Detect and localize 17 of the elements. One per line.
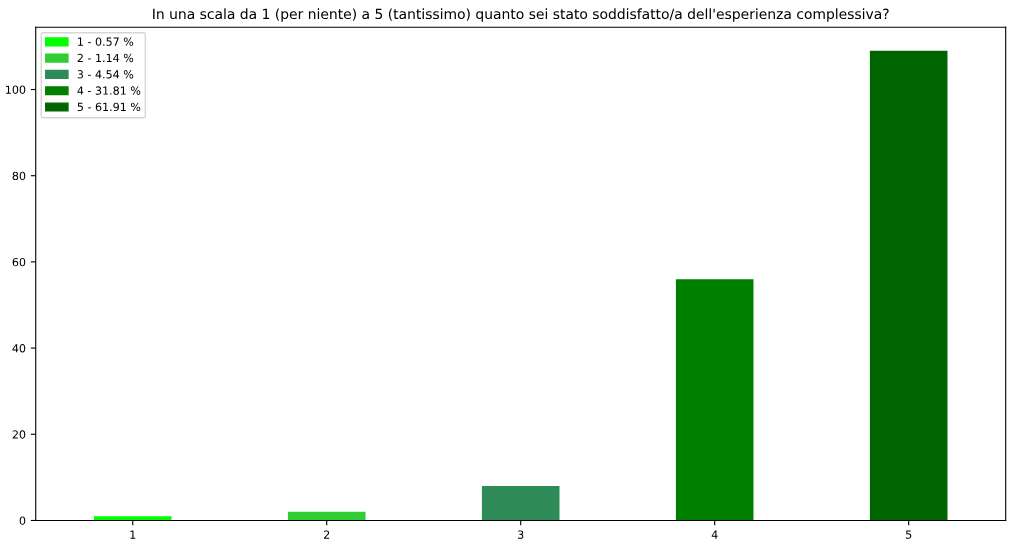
x-tick-label: 5 [906, 530, 912, 539]
x-tick-label: 4 [711, 530, 718, 539]
legend-label: 5 - 61.91 % [77, 102, 141, 112]
x-tick-label: 1 [130, 530, 136, 539]
legend-label: 4 - 31.81 % [77, 86, 141, 95]
legend-label: 3 - 4.54 % [77, 70, 134, 79]
y-tick-label: 0 [19, 516, 26, 525]
legend-label: 1 - 0.57 % [78, 37, 134, 46]
y-tick-label: 20 [12, 430, 26, 439]
x-tick-label: 3 [518, 530, 524, 539]
chart-title: In una scala da 1 (per niente) a 5 (tantissimo) quanto sei stato soddisfatto/a dell'esperienza complessiva? [153, 8, 889, 22]
x-tick-label: 2 [324, 530, 330, 539]
legend-label: 2 - 1.14 % [77, 53, 134, 63]
y-tick-label: 40 [12, 344, 26, 353]
y-tick-label: 100 [6, 85, 26, 94]
y-tick-label: 60 [12, 257, 26, 267]
y-tick-label: 80 [12, 171, 26, 181]
